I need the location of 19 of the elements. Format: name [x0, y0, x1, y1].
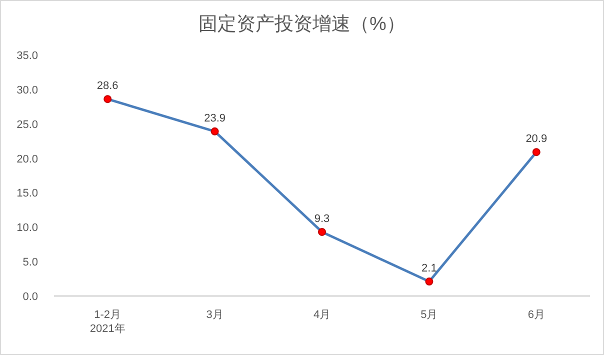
data-label: 20.9	[526, 133, 548, 146]
x-tick-label: 6月	[528, 309, 545, 321]
y-tick-label: 20.0	[16, 153, 38, 166]
y-tick-label: 0.0	[22, 291, 38, 303]
x-tick-label: 5月	[420, 309, 438, 321]
y-tick-label: 30.0	[16, 84, 38, 96]
data-label: 28.6	[96, 80, 118, 92]
x-tick-label: 3月	[206, 309, 224, 321]
y-tick-label: 10.0	[16, 222, 38, 234]
x-tick-label: 1-2月 2021年	[90, 309, 126, 335]
data-label: 2.1	[422, 262, 437, 275]
data-label: 9.3	[314, 212, 330, 225]
y-tick-label: 35.0	[16, 50, 38, 62]
y-tick-label: 15.0	[16, 188, 38, 200]
chart-title: 固定资产投资增速（%）	[198, 13, 406, 35]
y-tick-label: 5.0	[22, 256, 38, 269]
x-tick-label: 4月	[313, 309, 331, 321]
data-label: 23.9	[204, 112, 226, 124]
y-tick-label: 25.0	[16, 118, 38, 131]
